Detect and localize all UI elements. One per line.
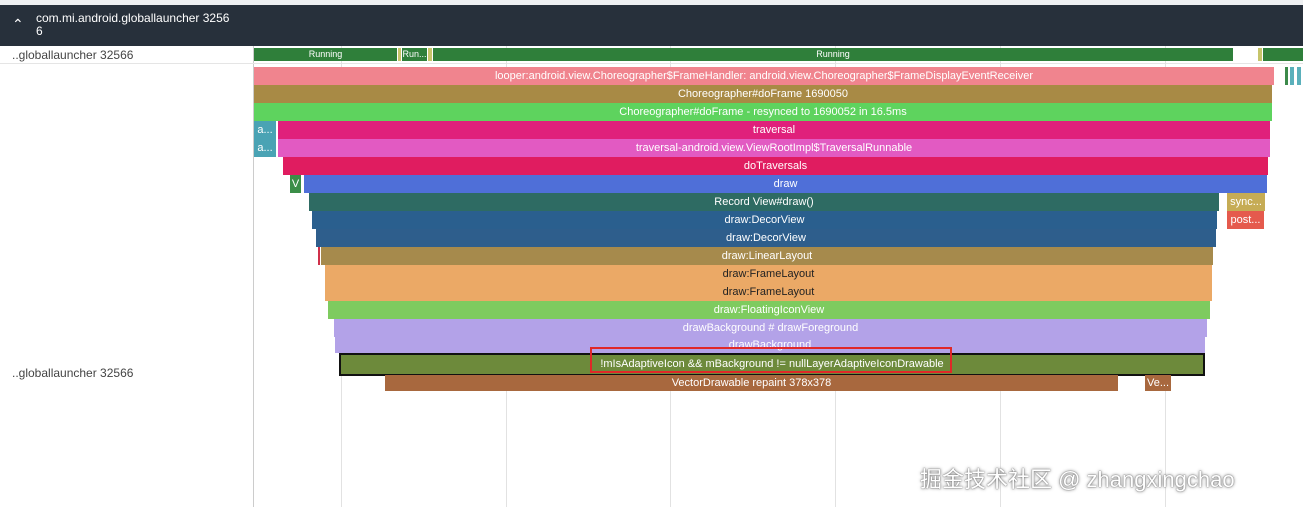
slice[interactable]: Ve... [1145,375,1171,391]
slice[interactable] [318,247,320,265]
slice[interactable]: draw [304,175,1267,193]
process-header[interactable] [0,5,1303,46]
slice[interactable] [1297,67,1301,85]
slice[interactable]: traversal [278,121,1270,139]
slice[interactable]: doTraversals [283,157,1268,175]
thread-state[interactable] [398,48,401,61]
slice[interactable]: looper:android.view.Choreographer$FrameH… [254,67,1274,85]
slice[interactable] [1290,67,1294,85]
thread-state[interactable] [1263,48,1303,61]
slice[interactable] [1285,67,1288,85]
slice[interactable]: draw:FrameLayout [325,265,1212,283]
slice[interactable]: sync... [1227,193,1265,211]
slice[interactable]: Record View#draw() [309,193,1219,211]
watermark: 掘金技术社区 @ zhangxingchao [920,467,1235,492]
highlight-box [590,347,952,373]
slice[interactable]: draw:FrameLayout [325,283,1212,301]
slice[interactable]: draw:DecorView [316,229,1216,247]
slice[interactable]: Choreographer#doFrame 1690050 [254,85,1272,103]
slice[interactable]: traversal-android.view.ViewRootImpl$Trav… [278,139,1270,157]
thread-state[interactable]: Running [254,48,397,61]
selected-slice[interactable]: !mIsAdaptiveIcon && mBackground != nullL… [339,353,1205,376]
thread-state[interactable] [1258,48,1262,61]
slice[interactable]: drawBackground # drawForeground [334,319,1207,337]
collapse-icon[interactable]: ⌃ [12,16,24,32]
track-label[interactable]: ..globallauncher 32566 [12,366,134,380]
slice[interactable]: a... [254,139,276,157]
track-separator [0,63,1303,64]
track-label[interactable]: ..globallauncher 32566 [12,48,134,62]
slice[interactable]: Choreographer#doFrame - resynced to 1690… [254,103,1272,121]
divider [253,46,254,507]
timeline-ruler [0,0,1303,5]
slice[interactable]: post... [1227,211,1264,229]
slice[interactable]: draw:LinearLayout [321,247,1213,265]
thread-state[interactable]: Running [433,48,1233,61]
slice[interactable]: VectorDrawable repaint 378x378 [385,375,1118,391]
slice[interactable]: draw:FloatingIconView [328,301,1210,319]
process-title: com.mi.android.globallauncher 32566 [36,11,230,38]
thread-state[interactable] [428,48,432,61]
slice[interactable]: draw:DecorView [312,211,1217,229]
slice[interactable]: a... [254,121,276,139]
slice[interactable]: V [290,175,301,193]
thread-state[interactable]: Run... [402,48,427,61]
